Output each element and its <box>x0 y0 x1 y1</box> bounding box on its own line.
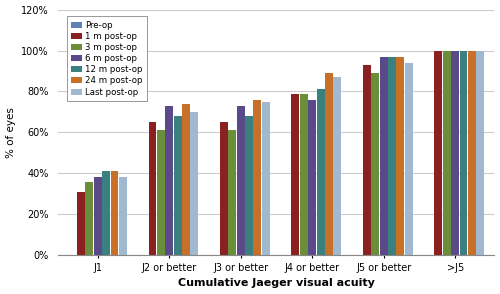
Bar <box>363 65 371 255</box>
Bar <box>405 63 413 255</box>
Bar <box>102 171 110 255</box>
Bar <box>182 104 190 255</box>
Bar <box>94 178 102 255</box>
Bar <box>228 130 236 255</box>
Bar <box>236 106 244 255</box>
Bar <box>157 130 165 255</box>
Bar <box>396 57 404 255</box>
Bar <box>254 100 262 255</box>
Bar <box>380 57 388 255</box>
Bar <box>300 93 308 255</box>
Bar <box>451 51 459 255</box>
Legend: Pre-op, 1 m post-op, 3 m post-op, 6 m post-op, 12 m post-op, 24 m post-op, Last : Pre-op, 1 m post-op, 3 m post-op, 6 m po… <box>67 16 147 101</box>
Bar <box>245 116 253 255</box>
Bar <box>190 112 198 255</box>
Bar <box>174 116 182 255</box>
Bar <box>77 192 85 255</box>
Bar <box>443 51 450 255</box>
Bar <box>220 122 228 255</box>
Bar <box>372 73 380 255</box>
Bar <box>110 171 118 255</box>
Bar <box>476 51 484 255</box>
Bar <box>148 122 156 255</box>
Bar <box>166 106 173 255</box>
Bar <box>119 178 127 255</box>
Y-axis label: % of eyes: % of eyes <box>6 107 16 158</box>
Bar <box>325 73 333 255</box>
Bar <box>86 181 94 255</box>
X-axis label: Cumulative Jaeger visual acuity: Cumulative Jaeger visual acuity <box>178 278 375 288</box>
Bar <box>292 93 300 255</box>
Bar <box>468 51 476 255</box>
Bar <box>434 51 442 255</box>
Bar <box>334 77 342 255</box>
Bar <box>262 102 270 255</box>
Bar <box>316 89 324 255</box>
Bar <box>388 57 396 255</box>
Bar <box>460 51 468 255</box>
Bar <box>308 100 316 255</box>
